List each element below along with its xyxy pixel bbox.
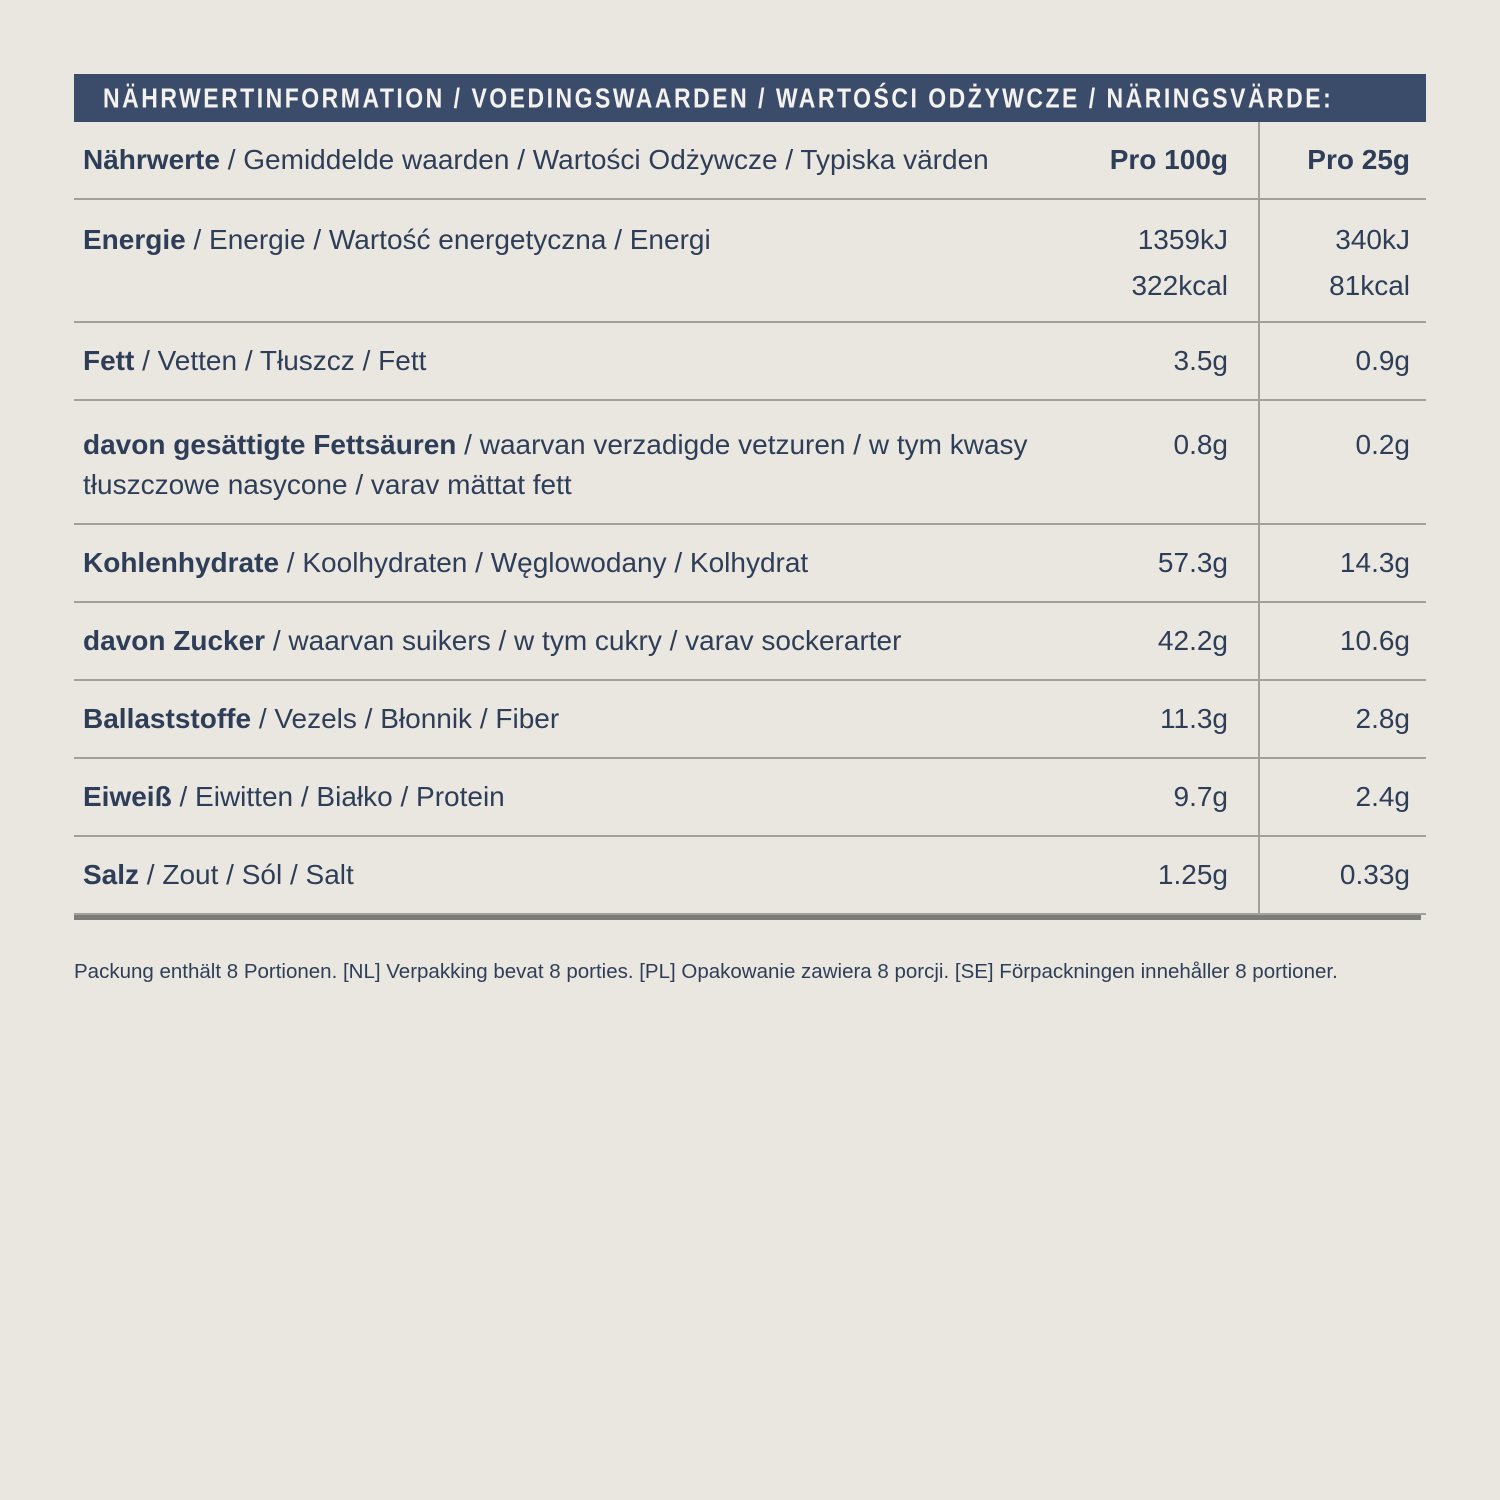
value-per-25g: 2.8g	[1355, 703, 1411, 734]
nutrient-label: Ballaststoffe / Vezels / Błonnik / Fiber	[74, 681, 1080, 757]
table-header-row: Nährwerte / Gemiddelde waarden / Wartośc…	[74, 122, 1426, 200]
table-row-carbohydrates: Kohlenhydrate / Koolhydraten / Węglowoda…	[74, 525, 1426, 603]
header-label-rest: / Gemiddelde waarden / Wartości Odżywcze…	[219, 144, 989, 175]
nutrient-label-bold: Salz	[83, 859, 140, 890]
value-per-25g: 0.9g	[1355, 345, 1411, 376]
nutrient-label: Salz / Zout / Sól / Salt	[74, 837, 1080, 913]
nutrient-label-rest: / waarvan suikers / w tym cukry / varav …	[265, 625, 902, 656]
table-row-saturated-fat: davon gesättigte Fettsäuren / waarvan ve…	[74, 401, 1426, 525]
nutrition-table-title-bar: NÄHRWERTINFORMATION / VOEDINGSWAARDEN / …	[74, 74, 1426, 122]
value-per-100g: 1.25g	[1080, 837, 1260, 913]
nutrient-label-rest: / Vezels / Błonnik / Fiber	[251, 703, 560, 734]
header-per-25g: Pro 25g	[1307, 144, 1410, 175]
nutrition-table: NÄHRWERTINFORMATION / VOEDINGSWAARDEN / …	[74, 74, 1426, 920]
servings-note: Packung enthält 8 Portionen. [NL] Verpak…	[74, 960, 1338, 983]
nutrient-label-bold: Kohlenhydrate	[83, 547, 280, 578]
table-row-sugars: davon Zucker / waarvan suikers / w tym c…	[74, 603, 1426, 681]
value-per-25g: 0.2g	[1355, 429, 1411, 460]
nutrient-label-bold: davon Zucker	[83, 625, 266, 656]
nutrient-label: davon gesättigte Fettsäuren / waarvan ve…	[74, 401, 1080, 523]
nutrient-label: Energie / Energie / Wartość energetyczna…	[74, 200, 1080, 321]
value-per-100g: 42.2g	[1080, 603, 1260, 679]
nutrient-label-rest: / waarvan verzadigde vetzuren / w tym kw…	[83, 429, 1028, 500]
value-per-100g: 0.8g	[1080, 401, 1260, 523]
nutrient-label: Eiweiß / Eiwitten / Białko / Protein	[74, 759, 1080, 835]
nutrient-label-rest: / Zout / Sól / Salt	[139, 859, 354, 890]
value-per-100g: 9.7g	[1080, 759, 1260, 835]
value-per-100g: 3.5g	[1080, 323, 1260, 399]
table-row-salt: Salz / Zout / Sól / Salt 1.25g 0.33g	[74, 837, 1426, 915]
value-per-25g: 2.4g	[1355, 781, 1411, 812]
header-label-bold: Nährwerte	[83, 144, 220, 175]
nutrient-label: davon Zucker / waarvan suikers / w tym c…	[74, 603, 1080, 679]
table-row-fiber: Ballaststoffe / Vezels / Błonnik / Fiber…	[74, 681, 1426, 759]
header-per-100g: Pro 100g	[1080, 122, 1260, 198]
nutrient-label: Fett / Vetten / Tłuszcz / Fett	[74, 323, 1080, 399]
header-nutrient-label: Nährwerte / Gemiddelde waarden / Wartośc…	[74, 122, 1080, 198]
value-per-25g: 340kJ 81kcal	[1329, 224, 1410, 301]
table-bottom-rule	[74, 915, 1421, 920]
nutrient-label-rest: / Energie / Wartość energetyczna / Energ…	[185, 224, 711, 255]
table-row-fat: Fett / Vetten / Tłuszcz / Fett 3.5g 0.9g	[74, 323, 1426, 401]
nutrient-label-bold: davon gesättigte Fettsäuren	[83, 429, 457, 460]
nutrient-label-rest: / Vetten / Tłuszcz / Fett	[134, 345, 427, 376]
value-per-100g: 57.3g	[1080, 525, 1260, 601]
table-row-energy: Energie / Energie / Wartość energetyczna…	[74, 200, 1426, 323]
nutrient-label-bold: Fett	[83, 345, 135, 376]
nutrition-table-title: NÄHRWERTINFORMATION / VOEDINGSWAARDEN / …	[103, 81, 1334, 114]
value-per-100g: 11.3g	[1080, 681, 1260, 757]
nutrient-label-rest: / Koolhydraten / Węglowodany / Kolhydrat	[279, 547, 809, 578]
value-per-25g: 0.33g	[1339, 859, 1410, 890]
nutrient-label-bold: Ballaststoffe	[83, 703, 252, 734]
value-per-25g: 14.3g	[1339, 547, 1410, 578]
value-per-100g: 1359kJ 322kcal	[1080, 200, 1260, 321]
table-row-protein: Eiweiß / Eiwitten / Białko / Protein 9.7…	[74, 759, 1426, 837]
nutrient-label-rest: / Eiwitten / Białko / Protein	[171, 781, 505, 812]
value-per-25g: 10.6g	[1339, 625, 1410, 656]
nutrient-label-bold: Eiweiß	[83, 781, 172, 812]
nutrient-label: Kohlenhydrate / Koolhydraten / Węglowoda…	[74, 525, 1080, 601]
nutrient-label-bold: Energie	[83, 224, 186, 255]
